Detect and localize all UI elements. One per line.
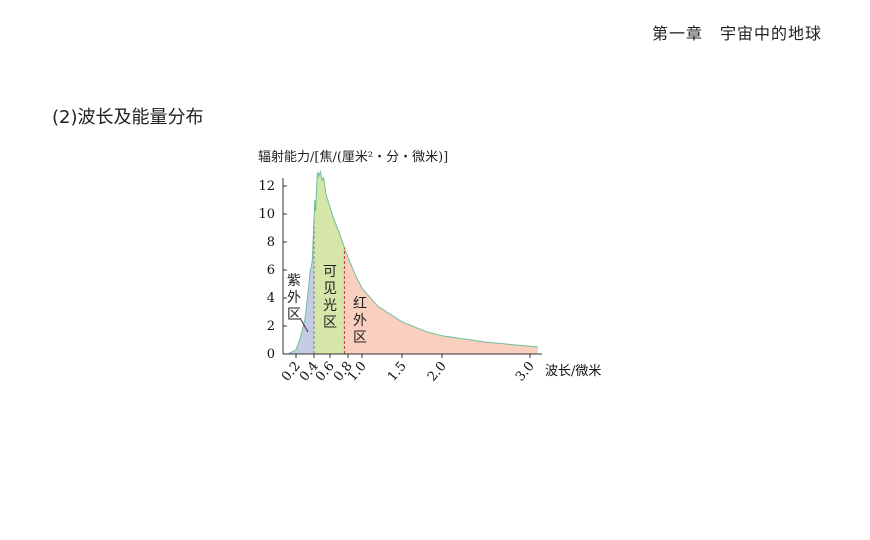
region-fill-2 bbox=[344, 247, 538, 354]
uv-leader-line bbox=[299, 317, 309, 333]
region-label-char: 区 bbox=[353, 330, 367, 346]
region-label-char: 红 bbox=[353, 296, 367, 312]
x-tick-label: 3.0 bbox=[513, 359, 538, 384]
region-fill-0 bbox=[288, 221, 314, 354]
region-label-char: 紫 bbox=[287, 273, 301, 289]
y-axis-label: 辐射能力/[焦/(厘米²・分・微米)] bbox=[258, 150, 449, 165]
region-label-char: 区 bbox=[323, 315, 337, 331]
region-label-char: 区 bbox=[287, 307, 301, 323]
region-fill-1 bbox=[314, 172, 345, 354]
y-tick-label: 0 bbox=[267, 347, 275, 362]
region-label-char: 见 bbox=[323, 281, 337, 297]
region-label-char: 外 bbox=[287, 290, 301, 306]
y-tick-label: 4 bbox=[267, 291, 275, 306]
region-label-char: 光 bbox=[323, 298, 337, 314]
radiation-curve bbox=[287, 170, 539, 355]
chapter-title: 第一章 宇宙中的地球 bbox=[651, 24, 822, 43]
y-tick-label: 12 bbox=[258, 179, 275, 194]
y-tick-label: 10 bbox=[258, 207, 275, 222]
region-label-char: 可 bbox=[323, 264, 337, 280]
y-tick-label: 2 bbox=[267, 319, 275, 334]
x-axis-label: 波长/微米 bbox=[545, 364, 601, 379]
section-title: (2)波长及能量分布 bbox=[52, 107, 204, 128]
x-tick-label: 1.5 bbox=[385, 359, 410, 384]
y-tick-label: 8 bbox=[267, 235, 275, 250]
region-label-char: 外 bbox=[353, 313, 367, 329]
y-tick-label: 6 bbox=[267, 263, 275, 278]
x-tick-label: 2.0 bbox=[425, 359, 450, 384]
